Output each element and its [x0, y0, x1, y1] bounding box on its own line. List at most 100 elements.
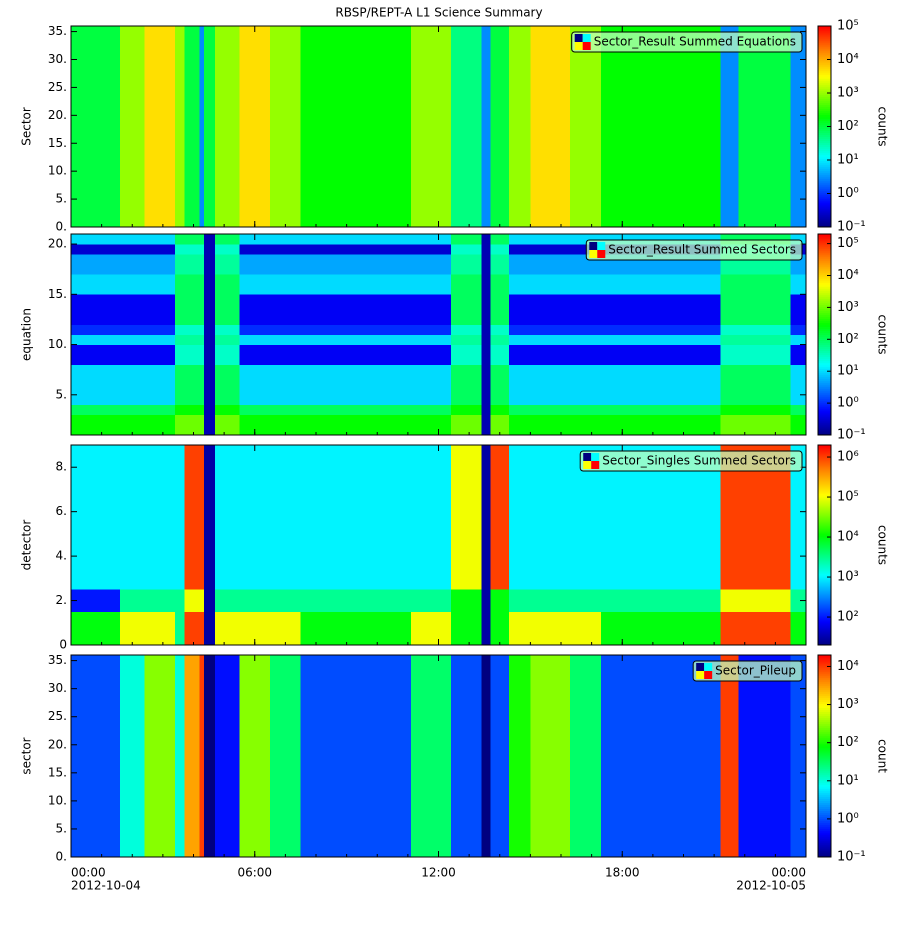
heatmap-cell	[71, 655, 121, 858]
heatmap-cell	[214, 334, 240, 345]
colorbar-swatch	[818, 328, 831, 331]
colorbar-swatch	[818, 160, 831, 164]
y-tick-label: 15.	[48, 287, 67, 301]
colorbar-swatch	[818, 683, 831, 686]
colorbar-swatch	[818, 808, 831, 812]
heatmap-cell	[490, 334, 510, 345]
heatmap-cell	[184, 334, 200, 345]
colorbar-swatch	[818, 846, 831, 850]
y-tick-label: 30.	[48, 681, 67, 695]
colorbar-swatch	[818, 713, 831, 717]
legend-icon	[582, 42, 591, 50]
heatmap-cell	[144, 404, 176, 416]
colorbar-swatch	[818, 272, 831, 275]
heatmap-cell	[410, 274, 452, 295]
colorbar-swatch	[818, 669, 831, 672]
heatmap-cell	[600, 294, 721, 325]
colorbar-swatch	[818, 774, 831, 777]
colorbar-swatch	[818, 40, 831, 43]
heatmap-cell	[204, 404, 216, 416]
colorbar-swatch	[818, 848, 831, 852]
heatmap-cell	[481, 26, 491, 228]
colorbar-swatch	[818, 527, 831, 530]
colorbar-swatch	[818, 56, 831, 59]
heatmap-cell	[204, 324, 216, 335]
heatmap-cell	[239, 404, 271, 416]
heatmap-cell	[481, 324, 491, 335]
colorbar-swatch	[818, 501, 831, 504]
heatmap-cell	[508, 364, 531, 406]
colorbar-swatch	[818, 70, 831, 73]
legend-box	[579, 450, 803, 472]
heatmap-cell	[270, 404, 301, 416]
heatmap-cell	[184, 445, 200, 590]
y-tick-label: 20.	[48, 737, 67, 751]
colorbar-swatch	[818, 511, 831, 514]
colorbar-swatch	[818, 475, 831, 478]
heatmap-cell	[239, 274, 271, 295]
heatmap-cell	[530, 254, 571, 275]
colorbar-label: counts	[876, 314, 890, 354]
colorbar-swatch	[818, 577, 831, 580]
heatmap-cell	[720, 655, 739, 858]
heatmap-cell	[508, 445, 531, 590]
heatmap-cell	[450, 445, 482, 590]
heatmap-cell	[184, 324, 200, 335]
heatmap-cell	[175, 324, 185, 335]
colorbar-swatch	[818, 677, 831, 680]
colorbar-swatch	[818, 74, 831, 77]
colorbar-swatch	[818, 725, 831, 729]
colorbar-swatch	[818, 631, 831, 634]
heatmap-cell	[300, 244, 412, 255]
colorbar-swatch	[818, 451, 831, 454]
colorbar-swatch	[818, 729, 831, 733]
colorbar-swatch	[818, 503, 831, 506]
colorbar-swatch	[818, 707, 831, 711]
colorbar-swatch	[818, 46, 831, 49]
colorbar-swatch	[818, 324, 831, 327]
heatmap-cell	[214, 254, 240, 275]
colorbar-swatch	[818, 190, 831, 194]
y-tick-label: 0.	[56, 220, 67, 234]
heatmap-cell	[300, 589, 412, 612]
colorbar-swatch	[818, 406, 831, 410]
colorbar-swatch	[818, 625, 831, 628]
colorbar-swatch	[818, 575, 831, 578]
heatmap-cell	[490, 364, 510, 406]
heatmap-cell	[184, 234, 200, 245]
colorbar-swatch	[818, 402, 831, 406]
heatmap-cell	[199, 344, 205, 365]
heatmap-cell	[239, 589, 271, 612]
colorbar-swatch	[818, 762, 831, 765]
colorbar-swatch	[818, 537, 831, 540]
colorbar-swatch	[818, 573, 831, 576]
colorbar-swatch	[818, 792, 831, 795]
heatmap-cell	[530, 324, 571, 335]
heatmap-cell	[450, 404, 482, 416]
colorbar-swatch	[818, 479, 831, 482]
colorbar-swatch	[818, 609, 831, 612]
colorbar-swatch	[818, 340, 831, 344]
colorbar-swatch	[818, 38, 831, 41]
colorbar-swatch	[818, 615, 831, 618]
heatmap-cell	[508, 244, 531, 255]
y-tick-label: 10.	[48, 793, 67, 807]
legend-label: Sector_Result Summed Equations	[594, 35, 796, 49]
colorbar-tick-label: 10³	[837, 697, 859, 712]
heatmap-cell	[508, 274, 531, 295]
heatmap-cell	[120, 294, 145, 325]
heatmap-cell	[270, 26, 301, 228]
heatmap-cell	[71, 589, 121, 612]
colorbar-swatch	[818, 786, 831, 789]
colorbar-swatch	[818, 72, 831, 75]
heatmap-cell	[300, 234, 412, 245]
colorbar-swatch	[818, 673, 831, 676]
y-tick-label: 30.	[48, 52, 67, 66]
colorbar-swatch	[818, 78, 831, 81]
colorbar-swatch	[818, 453, 831, 456]
heatmap-cell	[204, 655, 216, 858]
heatmap-cell	[720, 274, 739, 295]
heatmap-cell	[490, 655, 510, 858]
colorbar-swatch	[818, 250, 831, 253]
colorbar-swatch	[818, 172, 831, 176]
